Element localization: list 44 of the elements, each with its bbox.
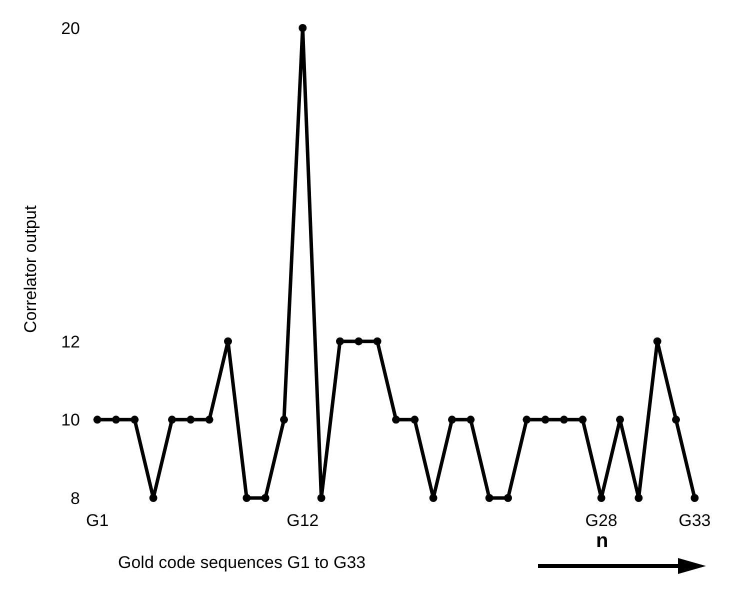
x-tick-label: G33 [678, 511, 711, 530]
point [672, 416, 680, 424]
x-tick-label: G28 [585, 511, 618, 530]
point [336, 337, 344, 346]
y-axis-title: Correlator output [21, 205, 40, 333]
y-tick-label: 20 [61, 19, 80, 38]
point [130, 416, 139, 424]
text: n [596, 530, 608, 553]
x-axis-title: Gold code sequences G1 to G33 [118, 553, 366, 573]
point [541, 416, 550, 424]
point [616, 416, 624, 424]
point [298, 24, 307, 32]
point [485, 494, 494, 502]
x-tick-label: G12 [286, 511, 319, 530]
point [597, 494, 606, 502]
y-tick-label: 8 [70, 489, 80, 508]
point [522, 416, 531, 424]
point [280, 416, 288, 424]
point [690, 494, 699, 502]
point [354, 337, 363, 346]
point [578, 416, 587, 424]
point [224, 337, 232, 346]
point [504, 494, 512, 502]
point [392, 416, 400, 424]
point [373, 337, 382, 346]
point [112, 416, 120, 424]
point [149, 494, 158, 502]
y-tick-label: 12 [61, 332, 80, 352]
y-tick-label: 10 [61, 410, 80, 430]
point [560, 416, 568, 424]
point [317, 494, 326, 502]
point [261, 494, 270, 502]
point [93, 416, 102, 424]
x-tick-label: G1 [86, 511, 109, 530]
point [205, 416, 214, 424]
point [448, 416, 456, 424]
point [466, 416, 475, 424]
point [410, 416, 419, 424]
point [186, 416, 195, 424]
point [653, 337, 662, 346]
point [429, 494, 438, 502]
point [242, 494, 251, 502]
point [168, 416, 176, 424]
point [634, 494, 643, 502]
